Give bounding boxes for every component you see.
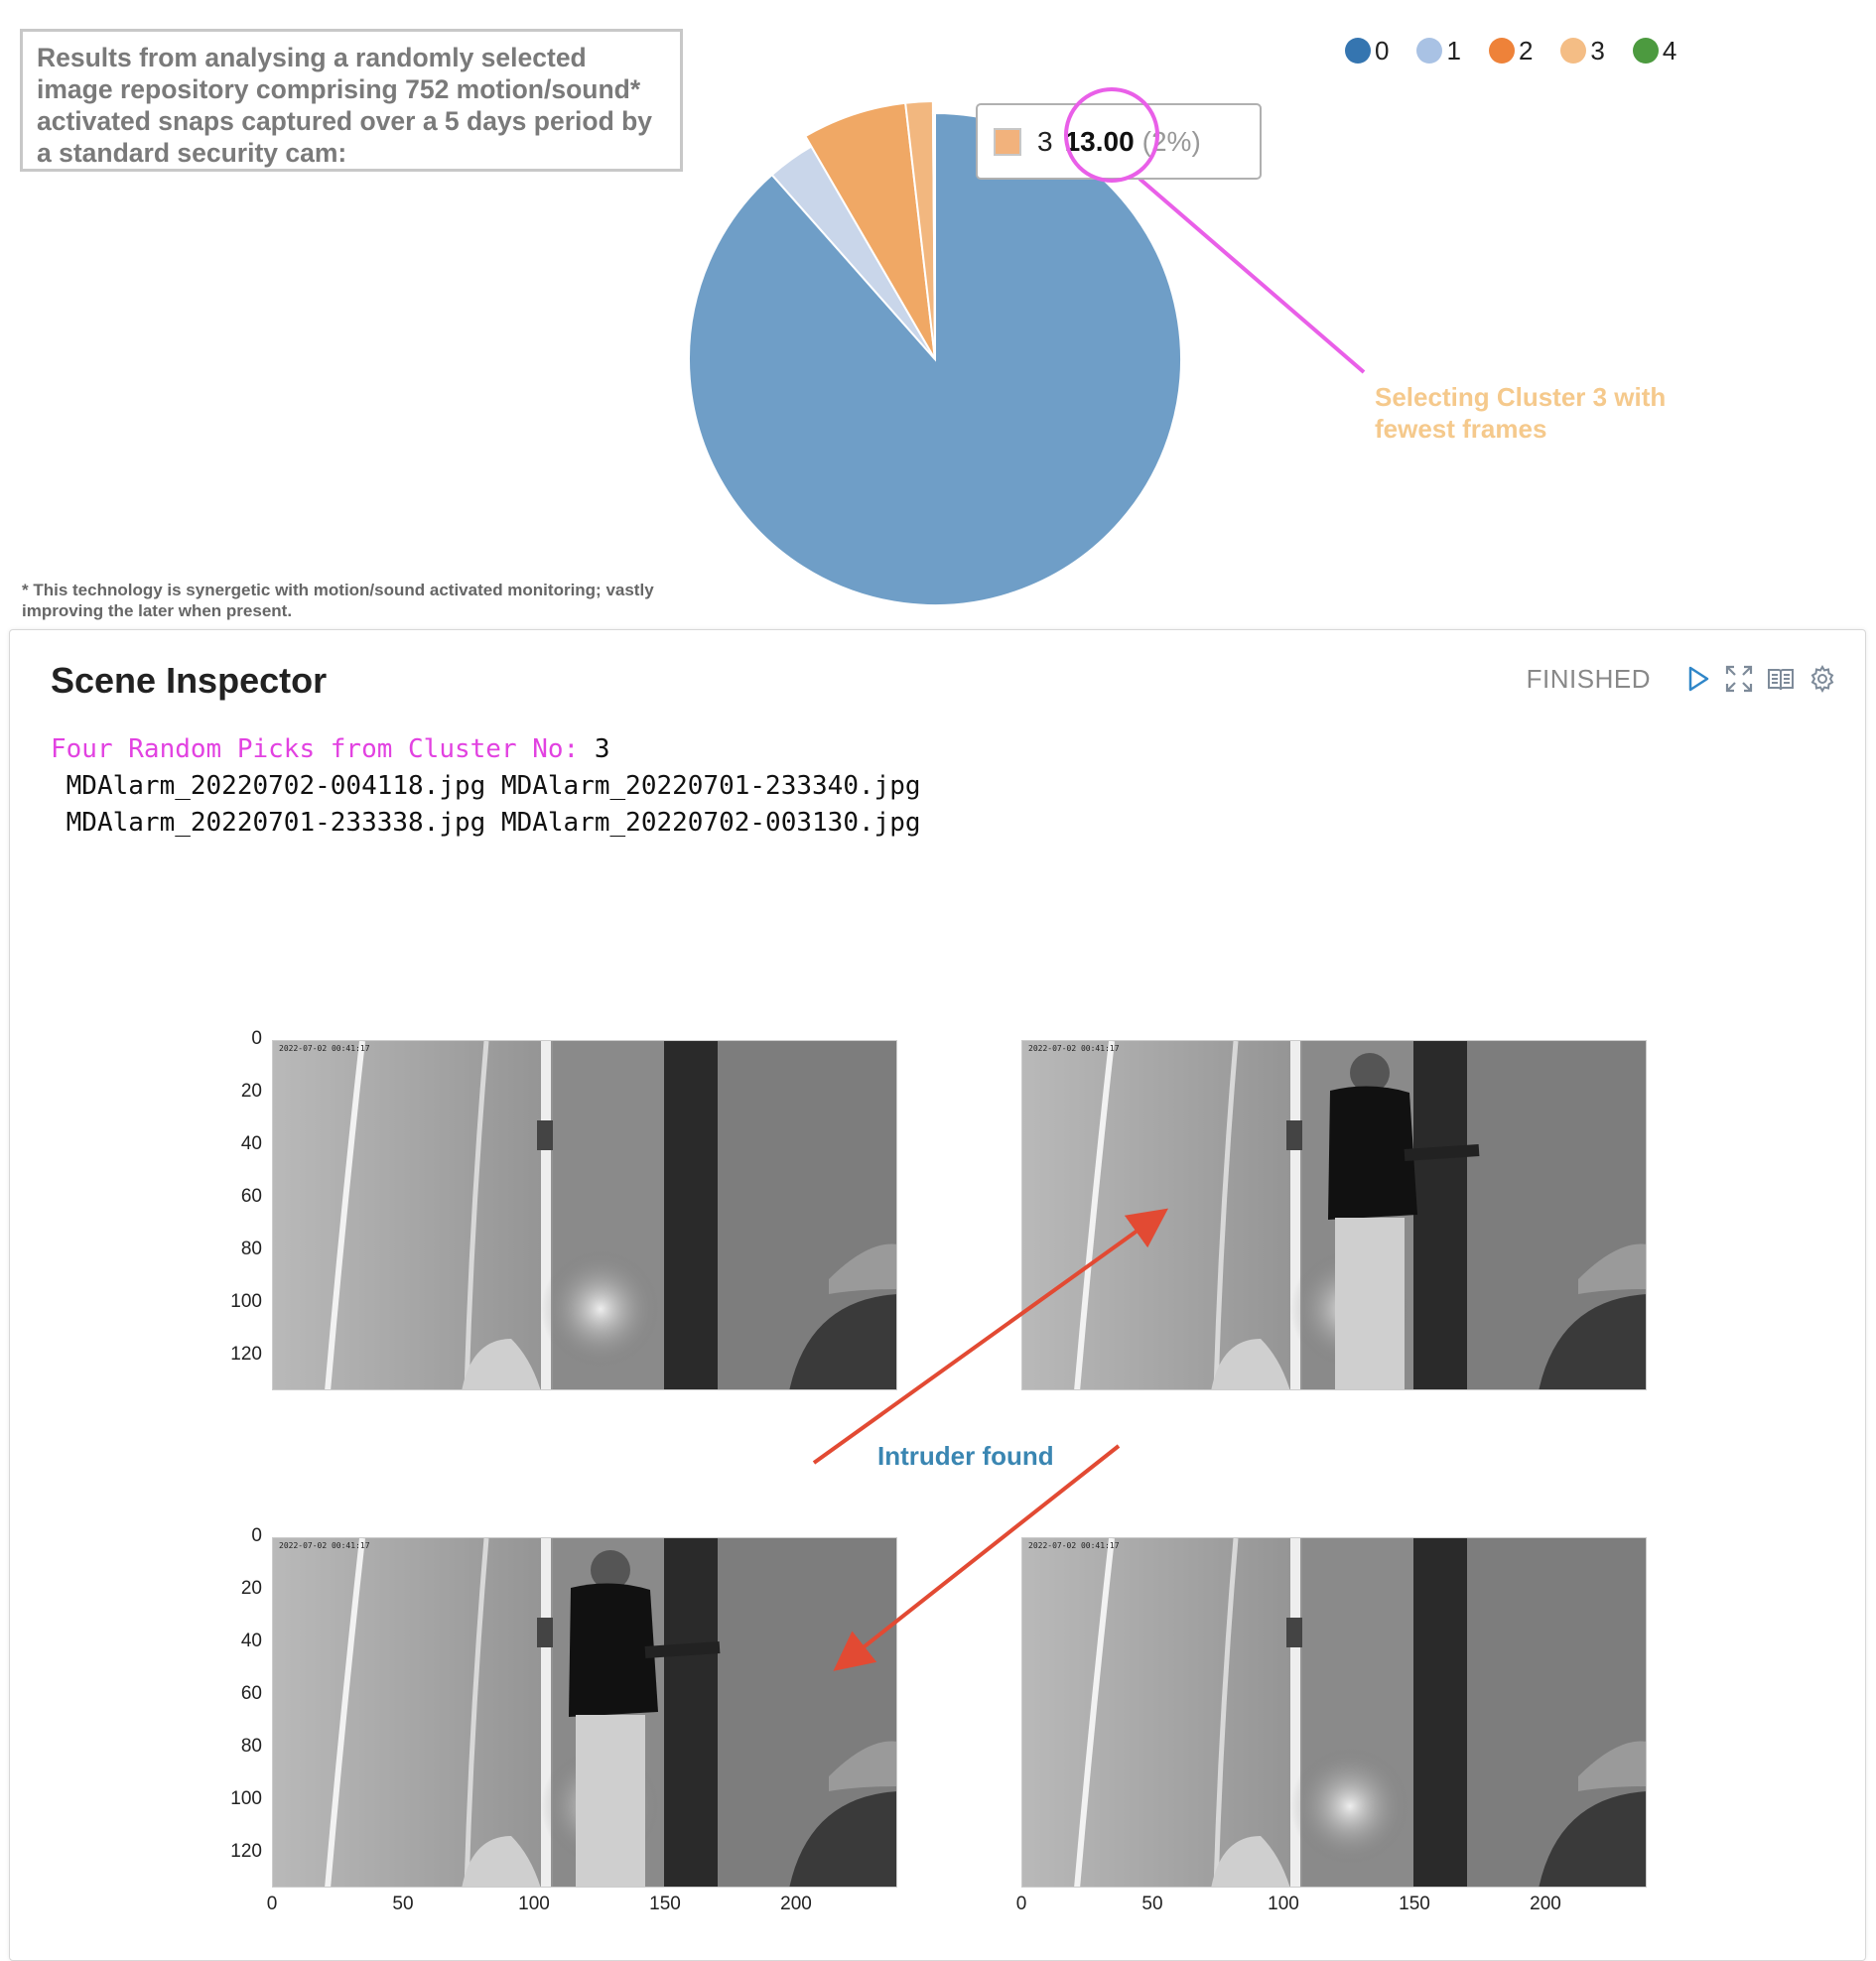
svg-text:2022-07-02 00:41:17: 2022-07-02 00:41:17 [279,1541,370,1550]
description-text: Results from analysing a randomly select… [37,43,653,168]
x-tick-label: 150 [649,1894,681,1914]
footnote: * This technology is synergetic with mot… [22,581,654,620]
legend-label: 4 [1662,35,1677,65]
x-tick-label: 50 [1141,1894,1163,1914]
output-label: Four Random Picks from Cluster No: [51,734,580,764]
book-icon[interactable] [1764,662,1798,696]
file-list-line-1: MDAlarm_20220702-004118.jpg MDAlarm_2022… [51,771,921,801]
camera-frame-3: 2022-07-02 00:41:17 [272,1537,897,1888]
pie-legend: 0 1 2 3 4 [1345,34,1704,67]
y-tick-label: 80 [240,1736,262,1757]
tooltip-swatch [994,127,1021,156]
tooltip-category: 3 [1037,125,1053,157]
file-list-line-2: MDAlarm_20220701-233338.jpg MDAlarm_2022… [51,808,921,838]
y-tick-label: 120 [230,1841,262,1862]
intruder-label: Intruder found [877,1441,1054,1471]
status-label: FINISHED [1526,663,1651,694]
x-tick-label: 200 [780,1894,812,1914]
legend-item-1[interactable]: 1 [1416,34,1461,67]
legend-label: 2 [1518,35,1534,65]
panel-toolbar: FINISHED [1527,662,1839,696]
gear-icon[interactable] [1806,662,1839,696]
x-tick-label: 0 [266,1894,278,1914]
panel-title: Scene Inspector [51,660,328,701]
y-tick-label: 0 [251,1525,262,1546]
pie-slice-4[interactable] [931,111,936,360]
legend-label: 1 [1446,35,1461,65]
legend-dot [1488,38,1515,64]
x-tick-label: 150 [1399,1894,1430,1914]
legend-item-0[interactable]: 0 [1345,34,1389,67]
svg-text:2022-07-02 00:41:17: 2022-07-02 00:41:17 [279,1044,370,1053]
svg-text:2022-07-02 00:41:17: 2022-07-02 00:41:17 [1028,1541,1120,1550]
y-tick-label: 60 [240,1186,262,1207]
x-tick-label: 100 [518,1894,550,1914]
legend-dot [1345,38,1371,64]
legend-item-4[interactable]: 4 [1632,34,1677,67]
pie-chart [688,100,1366,606]
x-tick-label: 200 [1530,1894,1561,1914]
x-tick-label: 100 [1268,1894,1299,1914]
x-tick-label: 0 [1015,1894,1027,1914]
y-tick-label: 100 [230,1788,262,1809]
y-tick-label: 0 [251,1028,262,1049]
x-tick-label: 50 [392,1894,414,1914]
y-tick-label: 20 [240,1578,262,1599]
legend-item-2[interactable]: 2 [1488,34,1534,67]
camera-frame-1: 2022-07-02 00:41:17 [272,1040,897,1390]
y-tick-label: 20 [240,1081,262,1102]
svg-text:2022-07-02 00:41:17: 2022-07-02 00:41:17 [1028,1044,1120,1053]
description-box: Results from analysing a randomly select… [20,29,683,172]
play-icon[interactable] [1680,662,1714,696]
legend-dot [1416,38,1443,64]
y-tick-label: 120 [230,1344,262,1365]
y-tick-label: 80 [240,1239,262,1259]
pie-slice-3[interactable] [904,100,936,360]
expand-icon[interactable] [1722,662,1756,696]
cluster-number: 3 [594,734,610,764]
legend-label: 3 [1590,35,1605,65]
camera-frame-4: 2022-07-02 00:41:17 [1021,1537,1647,1888]
annotation-circle [1064,87,1159,183]
legend-dot [1632,38,1659,64]
y-tick-label: 60 [240,1683,262,1704]
legend-label: 0 [1375,35,1390,65]
y-tick-label: 40 [240,1133,262,1154]
camera-frame-2: 2022-07-02 00:41:17 [1021,1040,1647,1390]
y-tick-label: 40 [240,1631,262,1651]
legend-dot [1560,38,1587,64]
annotation-pointer [1138,177,1366,374]
annotation-label: Selecting Cluster 3 with fewest frames [1375,382,1667,444]
y-tick-label: 100 [230,1291,262,1312]
legend-item-3[interactable]: 3 [1560,34,1605,67]
cell-output: Four Random Picks from Cluster No: 3 MDA… [51,731,921,842]
